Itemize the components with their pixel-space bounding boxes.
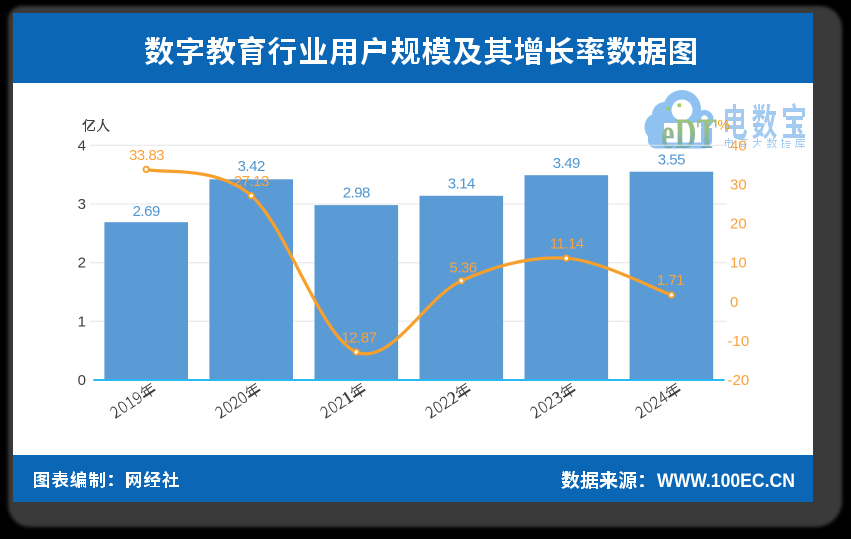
svg-text:WWW.100EC.CN: WWW.100EC.CN [657,471,795,492]
svg-text:4: 4 [78,137,86,154]
svg-text:40: 40 [730,137,747,154]
svg-text:-20: -20 [728,372,750,389]
svg-text:-10: -10 [728,333,750,350]
svg-text:3.55: 3.55 [658,152,685,169]
svg-text:10: 10 [730,255,747,272]
svg-text:3: 3 [78,196,86,213]
svg-text:0: 0 [730,294,738,311]
svg-text:3.14: 3.14 [448,175,475,192]
svg-text:-12.87: -12.87 [337,330,377,347]
svg-text:3.42: 3.42 [238,158,265,175]
svg-text:20: 20 [730,216,747,233]
svg-text:eDT: eDT [661,111,717,158]
svg-text:5.36: 5.36 [449,260,476,277]
svg-text:1: 1 [78,313,86,330]
svg-text:0: 0 [78,372,86,389]
svg-text:1.71: 1.71 [657,272,684,289]
svg-text:2.98: 2.98 [343,185,370,202]
svg-text:2.69: 2.69 [133,203,160,220]
svg-text:2: 2 [78,255,86,272]
svg-text:33.83: 33.83 [129,147,164,164]
svg-text:%: % [718,116,730,132]
svg-text:3.49: 3.49 [553,155,580,172]
svg-text:30: 30 [730,176,747,193]
svg-text:27.13: 27.13 [234,173,269,190]
svg-text:11.14: 11.14 [550,236,584,253]
